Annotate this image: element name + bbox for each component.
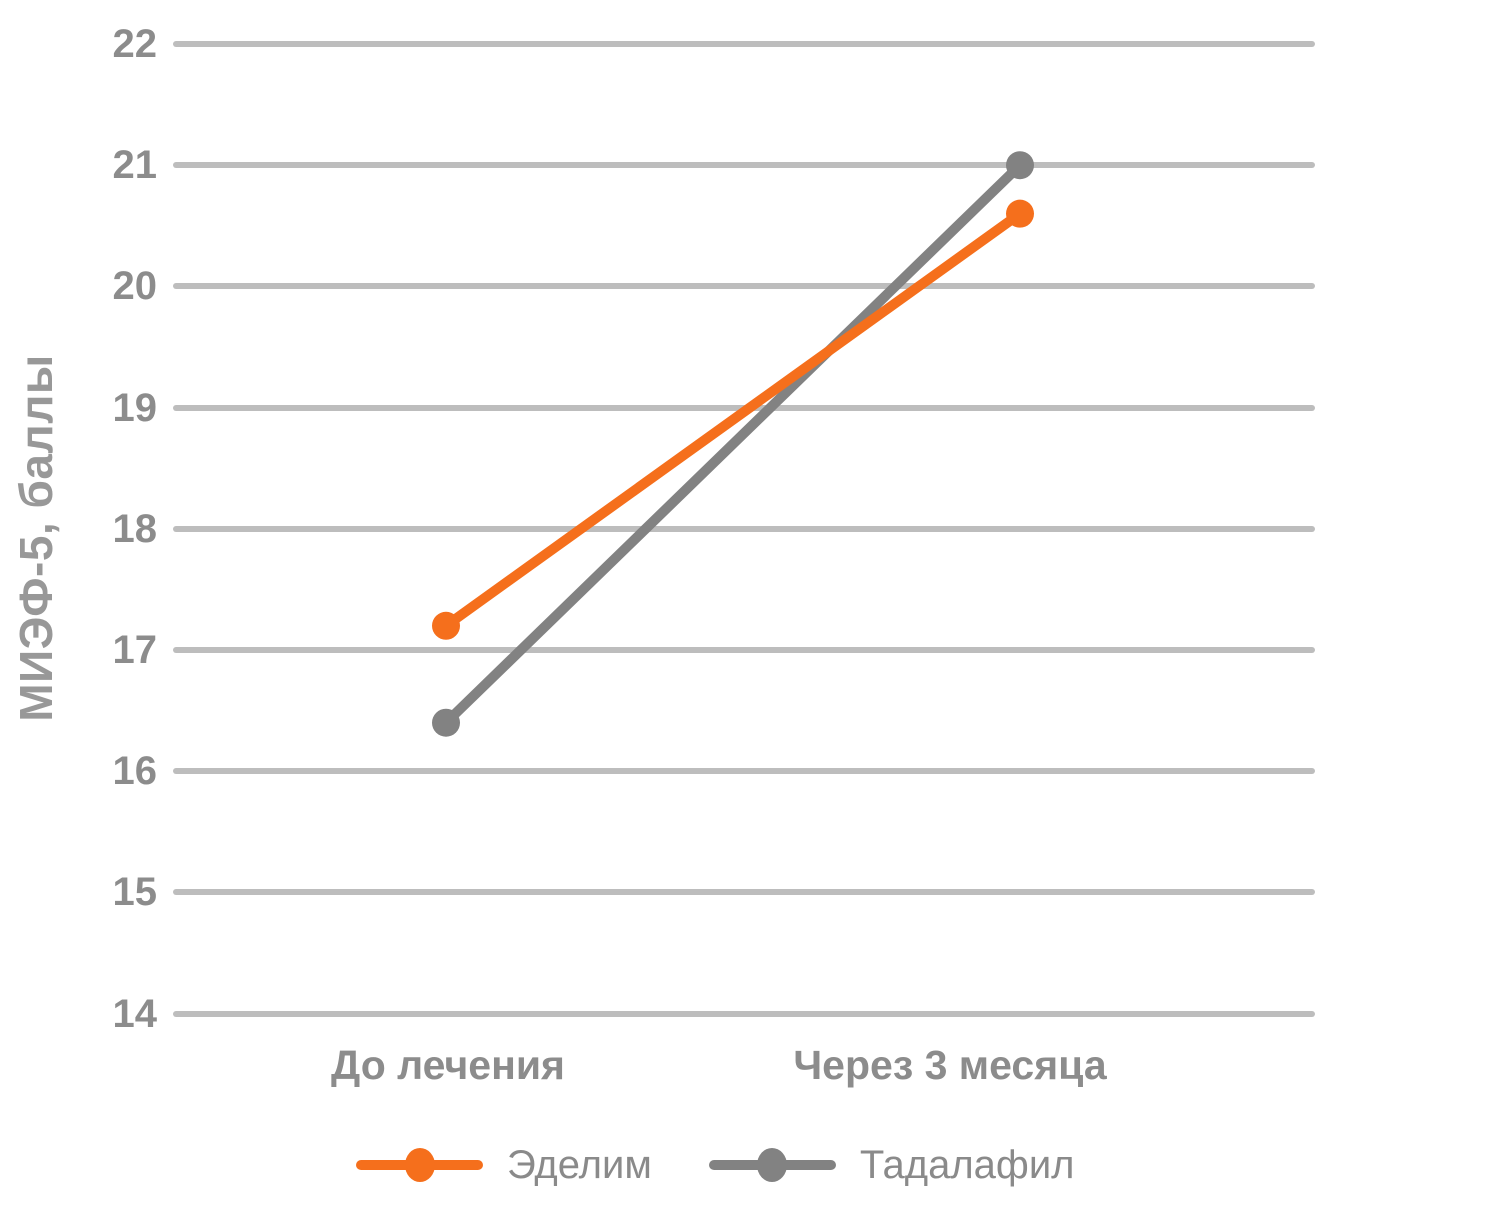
data-point bbox=[1006, 199, 1034, 228]
gridline bbox=[173, 889, 1315, 896]
data-point bbox=[432, 611, 460, 640]
legend-label: Тадалафил bbox=[859, 1143, 1075, 1187]
gridline bbox=[173, 768, 1315, 775]
y-tick-label: 22 bbox=[112, 22, 158, 66]
gridline bbox=[173, 162, 1315, 169]
legend-marker-icon bbox=[356, 1143, 483, 1187]
gridline bbox=[173, 1010, 1315, 1017]
gridline bbox=[173, 41, 1315, 47]
gridline bbox=[173, 525, 1315, 532]
y-tick-label: 15 bbox=[112, 870, 158, 915]
legend: Эделим Тадалафил bbox=[356, 1143, 1075, 1187]
data-point bbox=[432, 708, 460, 737]
y-tick-label: 19 bbox=[112, 385, 158, 430]
gridline bbox=[173, 283, 1315, 290]
gridline bbox=[173, 647, 1315, 653]
y-tick-label: 16 bbox=[112, 749, 158, 794]
y-tick-label: 21 bbox=[112, 143, 158, 188]
y-tick-label: 20 bbox=[112, 264, 158, 309]
y-tick-label: 18 bbox=[112, 506, 158, 551]
series-line bbox=[441, 160, 1025, 728]
x-axis-label: До лечения bbox=[331, 1042, 565, 1088]
legend-label: Эделим bbox=[507, 1143, 652, 1187]
series-line bbox=[441, 208, 1025, 631]
legend-item: Тадалафил bbox=[708, 1143, 1075, 1187]
y-tick-label: 14 bbox=[112, 991, 158, 1036]
legend-marker-icon bbox=[708, 1143, 836, 1187]
x-axis-label: Через 3 месяца bbox=[793, 1042, 1107, 1088]
y-tick-label: 17 bbox=[112, 628, 158, 672]
legend-item: Эделим bbox=[356, 1143, 652, 1187]
data-point bbox=[1006, 151, 1034, 180]
